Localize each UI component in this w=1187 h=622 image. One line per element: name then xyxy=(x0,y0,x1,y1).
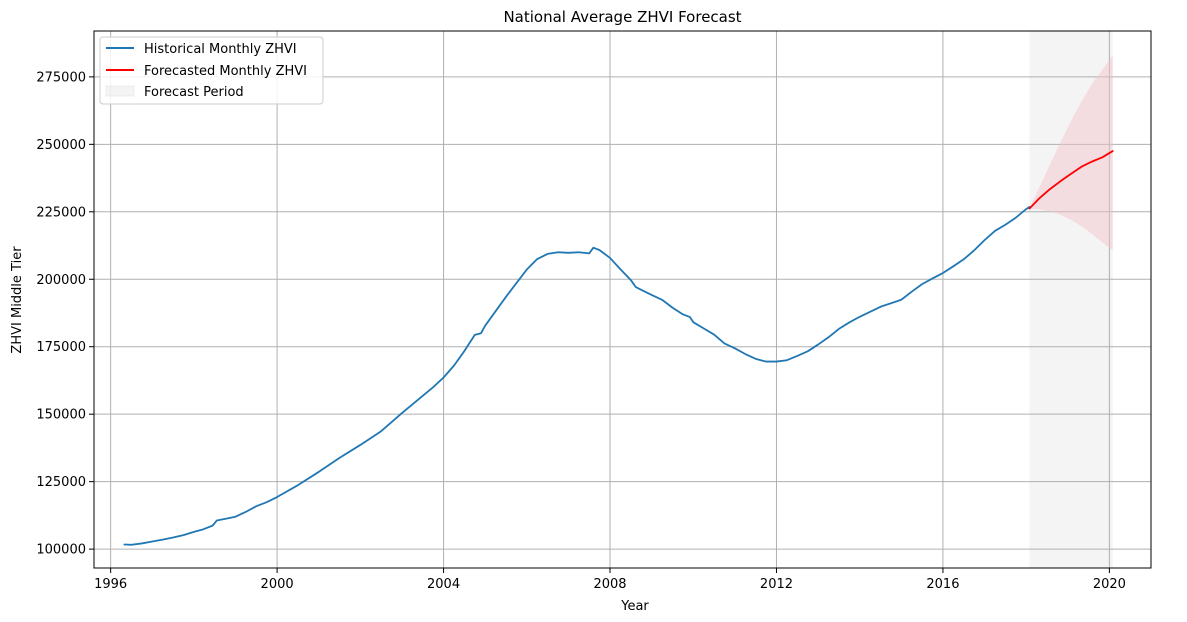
legend-label-forecast: Forecasted Monthly ZHVI xyxy=(144,64,307,79)
legend-swatch-period xyxy=(105,85,135,97)
y-tick-label: 175000 xyxy=(36,340,86,355)
x-tick-label: 2012 xyxy=(760,577,793,592)
y-tick-label: 150000 xyxy=(36,408,86,423)
legend: Historical Monthly ZHVI Forecasted Month… xyxy=(99,36,324,105)
x-tick-label: 2004 xyxy=(427,577,460,592)
forecast-period-layer xyxy=(1029,31,1113,568)
legend-label-historical: Historical Monthly ZHVI xyxy=(144,42,297,57)
y-tick-label: 250000 xyxy=(36,138,86,153)
forecast-period-shade xyxy=(1029,31,1113,568)
x-tick-label: 2008 xyxy=(593,577,626,592)
y-axis-title: ZHVI Middle Tier xyxy=(10,246,25,354)
chart-title: National Average ZHVI Forecast xyxy=(503,8,741,26)
forecast-series-line xyxy=(1028,150,1114,210)
y-tick-label: 125000 xyxy=(36,475,86,490)
x-tick-label: 1996 xyxy=(94,577,127,592)
x-tick-label: 2000 xyxy=(261,577,294,592)
plot-frame xyxy=(93,30,1152,569)
historical-series-line xyxy=(123,206,1031,546)
y-tick-label: 225000 xyxy=(36,205,86,220)
y-tick-label: 200000 xyxy=(36,273,86,288)
forecast-confidence-band xyxy=(1029,55,1113,251)
y-tick-label: 100000 xyxy=(36,543,86,558)
legend-label-period: Forecast Period xyxy=(144,85,244,100)
x-tick-label: 2016 xyxy=(926,577,959,592)
tick-layer: 1996 2000 2004 2008 2012 2016 2020 100000 125000… xyxy=(36,70,1126,592)
series-line-layer xyxy=(123,150,1114,546)
legend-box xyxy=(99,36,324,105)
x-axis-title: Year xyxy=(620,599,649,614)
confidence-band-layer xyxy=(1029,55,1113,251)
y-tick-label: 275000 xyxy=(36,70,86,85)
x-tick-label: 2020 xyxy=(1093,577,1126,592)
